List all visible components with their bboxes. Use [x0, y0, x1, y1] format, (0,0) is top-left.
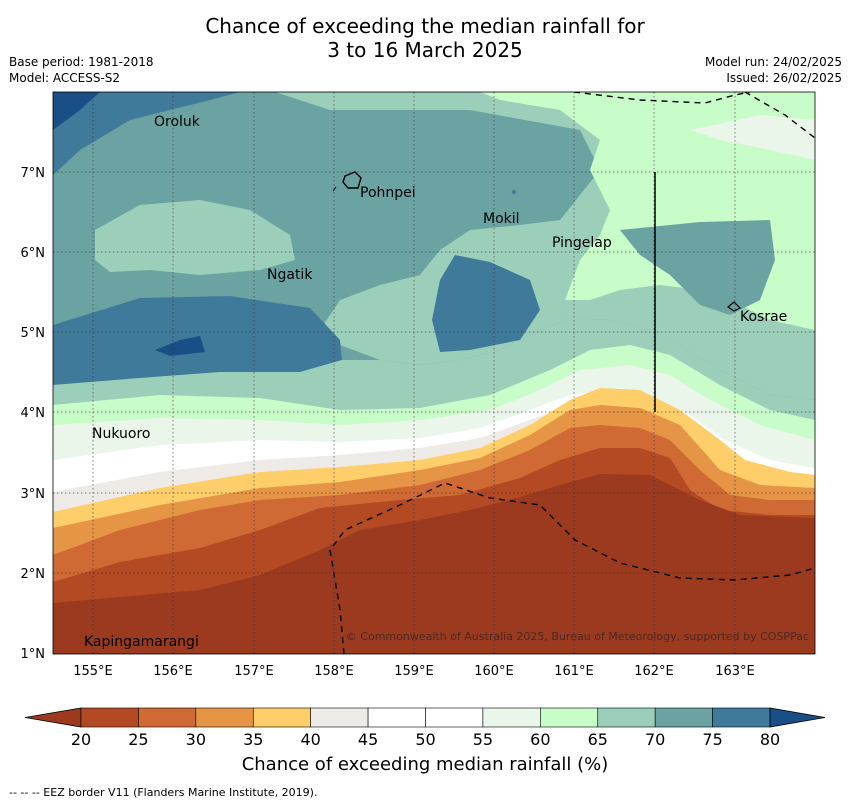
colorbar-bin — [195, 707, 254, 728]
place-mokil: Mokil — [483, 211, 520, 227]
lat-tick: 6°N — [21, 246, 46, 261]
colorbar-bin — [425, 707, 484, 728]
contour-fields — [53, 92, 815, 654]
colorbar-bin — [482, 707, 541, 728]
lat-tick: 2°N — [21, 567, 46, 582]
lon-tick: 155°E — [73, 664, 113, 679]
lon-tick: 159°E — [394, 664, 434, 679]
colorbar-tick: 20 — [71, 730, 91, 749]
lon-tick: 156°E — [153, 664, 193, 679]
colorbar-tick: 40 — [300, 730, 320, 749]
colorbar-bin — [367, 707, 426, 728]
model-name: Model: ACCESS-S2 — [9, 71, 121, 85]
place-kosrae: Kosrae — [740, 309, 787, 325]
copyright-text: © Commonwealth of Australia 2025, Bureau… — [346, 630, 809, 643]
place-oroluk: Oroluk — [154, 114, 201, 130]
colorbar-tick: 25 — [128, 730, 148, 749]
place-kapingamarangi: Kapingamarangi — [84, 634, 199, 650]
lon-tick: 162°E — [634, 664, 674, 679]
colorbar-bin — [252, 707, 311, 728]
eez-border — [329, 92, 815, 654]
colorbar-bin — [654, 707, 713, 728]
colorbar-tick: 50 — [415, 730, 435, 749]
lat-tick: 1°N — [21, 647, 46, 662]
eez-footnote: -- -- -- EEZ border V11 (Flanders Marine… — [9, 786, 318, 799]
colorbar-tick: 60 — [530, 730, 550, 749]
model-run: Model run: 24/02/2025 — [704, 55, 842, 69]
colorbar-tick: 55 — [473, 730, 493, 749]
lat-tick: 5°N — [21, 326, 46, 341]
colorbar-tick: 80 — [760, 730, 780, 749]
colorbar-tick: 70 — [645, 730, 665, 749]
lon-tick: 161°E — [554, 664, 594, 679]
colorbar-extend-low — [24, 707, 82, 728]
colorbar-tick: 45 — [358, 730, 378, 749]
colorbar-bin — [138, 707, 197, 728]
colorbar-bin — [597, 707, 656, 728]
colorbar: 20 25 30 35 40 45 50 55 60 65 70 75 80 — [24, 707, 826, 749]
colorbar-bin — [712, 707, 771, 728]
colorbar-label: Chance of exceeding median rainfall (%) — [241, 754, 609, 775]
lon-tick: 157°E — [234, 664, 274, 679]
place-ngatik: Ngatik — [267, 267, 313, 283]
colorbar-tick: 65 — [588, 730, 608, 749]
colorbar-bin — [310, 707, 369, 728]
lon-tick: 158°E — [314, 664, 354, 679]
kosrae-island — [726, 301, 742, 312]
colorbar-extend-high — [769, 707, 826, 728]
lon-tick: 163°E — [715, 664, 755, 679]
place-pingelap: Pingelap — [552, 235, 612, 251]
pohnpei-island — [342, 171, 362, 189]
place-nukuoro: Nukuoro — [92, 426, 150, 442]
colorbar-tick: 35 — [243, 730, 263, 749]
colorbar-tick: 30 — [186, 730, 206, 749]
chart-title-line2: 3 to 16 March 2025 — [327, 38, 523, 62]
colorbar-bin — [80, 707, 139, 728]
base-period: Base period: 1981-2018 — [9, 55, 154, 69]
chart-title-line1: Chance of exceeding the median rainfall … — [205, 14, 645, 38]
colorbar-bin — [540, 707, 599, 728]
lat-tick: 4°N — [21, 406, 46, 421]
colorbar-tick: 75 — [702, 730, 722, 749]
lat-tick: 7°N — [21, 166, 46, 181]
lat-tick: 3°N — [21, 487, 46, 502]
place-pohnpei: Pohnpei — [360, 185, 416, 201]
issued-date: Issued: 26/02/2025 — [726, 71, 842, 85]
lon-tick: 160°E — [474, 664, 514, 679]
